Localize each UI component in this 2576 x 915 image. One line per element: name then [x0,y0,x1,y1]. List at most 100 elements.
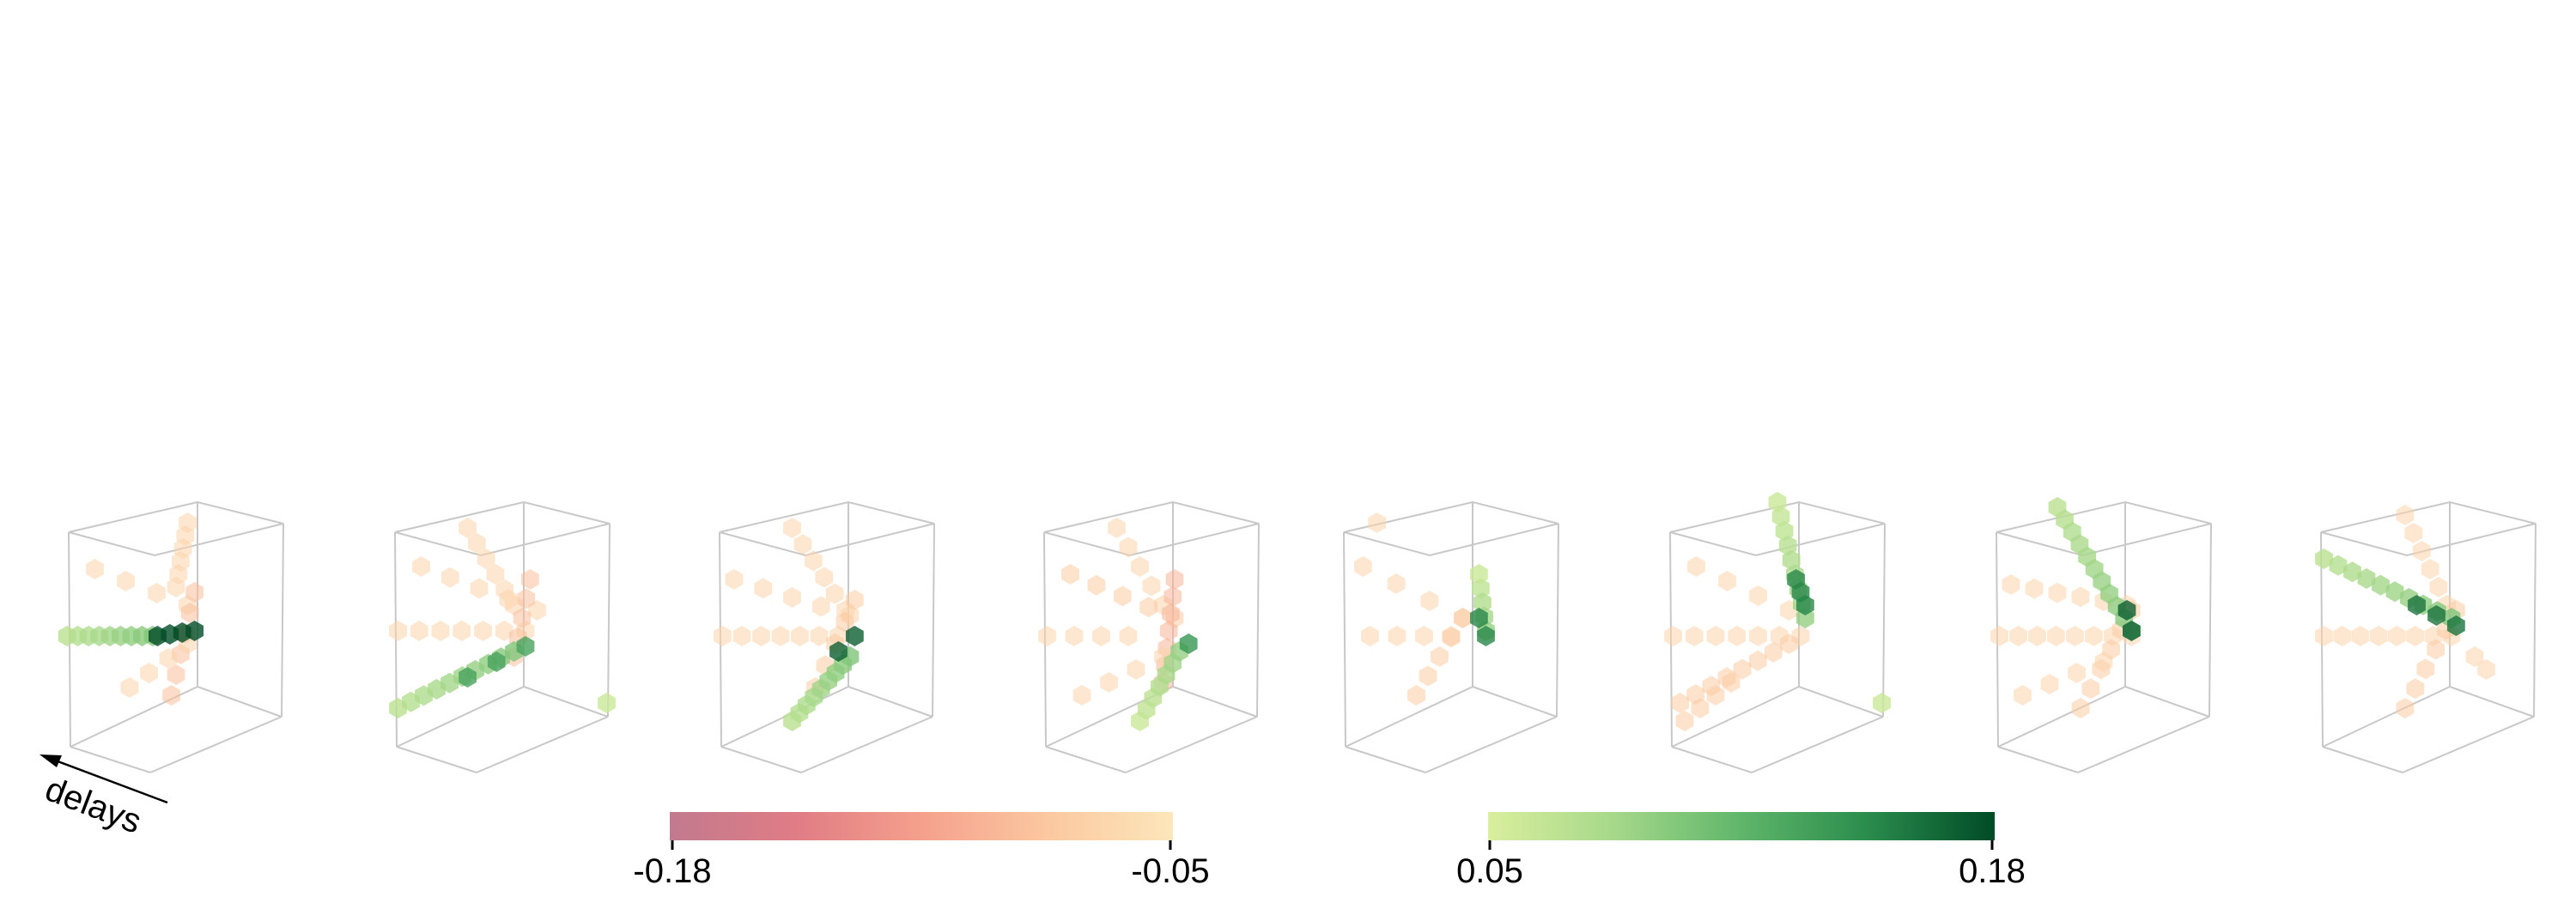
panel-3-voxel-16 [810,626,829,646]
panel-8-voxel-17 [2416,658,2435,680]
panel-2-voxel-33 [459,667,477,688]
panel-7-voxel-36 [2123,621,2141,641]
panel-4-voxel-22 [1100,672,1118,693]
panel-8-voxel-33 [2427,605,2445,626]
panel-5-voxel-4 [1361,626,1379,646]
panel-7-voxel-2 [2048,582,2067,603]
panel-8-voxel-4 [2429,577,2448,597]
panel-3-voxel-19 [835,611,854,633]
panel-7-voxel-6 [1990,626,2008,646]
panel-3-voxel-6 [725,569,744,590]
panel-4-voxel-15 [1163,586,1182,607]
panel-4-voxel-17 [1159,621,1178,641]
panel-6-voxel-34 [1796,595,1814,615]
panel-4-voxel-32 [1179,633,1198,654]
panel-4-voxel-3 [1142,575,1161,597]
panel-3-voxel-1 [793,534,812,555]
panel-3-voxel-11 [714,626,732,646]
panel-2-voxel-35 [516,636,535,657]
panel-8-voxel-21 [2477,659,2495,680]
panel-4-voxel-13 [1119,626,1138,646]
panel-2-voxel-8 [470,578,489,599]
delays-label: delays [40,770,147,841]
panel-2-voxel-2 [477,548,495,569]
panel-8-voxel-22 [2315,548,2333,569]
panel-6-voxel-2 [1749,585,1767,606]
panel-1-voxel-6 [86,559,104,579]
panel-4-voxel-12 [1092,626,1110,646]
panel-8-voxel-26 [2372,574,2390,596]
panel-8-voxel-19 [2396,698,2415,718]
panel-5-voxel-16 [1473,592,1492,613]
positive-colorbar-max-label: 0.18 [1959,852,2026,890]
panel-6-voxel-17 [1765,641,1783,663]
panel-5-box [1343,500,1559,773]
panel-2-voxel-9 [499,589,518,610]
negative-colorbar-min-label: -0.18 [633,852,711,890]
panel-8-voxel-8 [2351,626,2370,646]
panel-5-voxel-14 [1470,564,1488,585]
panel-1-voxel-5 [167,577,185,597]
panel-6-voxel-18 [1780,633,1798,654]
panel-6-voxel-21 [1706,685,1725,706]
panel-3-voxel-15 [791,626,809,646]
panel-5 [1343,500,1559,773]
panel-3-voxel-32 [829,641,848,662]
panel-8-voxel-0 [2396,505,2415,525]
panel-2-voxel-34 [487,651,506,672]
panel-1-voxel-8 [148,583,166,603]
panel-3-voxel-2 [804,550,823,572]
panel-7-voxel-23 [2094,651,2113,672]
panel-8-voxel-23 [2329,554,2348,576]
panel-2-voxel-20 [513,608,532,628]
panel-4-voxel-1 [1119,536,1138,558]
panel-2-voxel-0 [459,518,477,538]
panel-6-voxel-7 [1728,626,1747,646]
panel-6-voxel-11 [1671,693,1689,713]
panel-7-voxel-7 [2009,626,2027,646]
panel-2-voxel-19 [517,588,536,609]
negative-colorbar [670,812,1173,840]
panel-7-voxel-35 [2117,600,2136,621]
panel-7-voxel-20 [2014,685,2032,706]
panel-5-voxel-9 [1442,627,1461,648]
delays-axis-arrow [39,754,168,804]
panels-group [58,492,2537,773]
panel-2-voxel-14 [453,621,471,641]
panel-6-voxel-6 [1706,626,1725,646]
panel-8-voxel-2 [2413,541,2431,561]
panel-1-voxel-16 [120,677,139,698]
panel-4-voxel-5 [1061,564,1079,585]
panel-6-voxel-35 [1873,693,1891,713]
panel-7-voxel-19 [2071,698,2090,718]
panel-7-voxel-10 [2066,626,2084,646]
panel-6-voxel-4 [1664,626,1682,646]
panel-7-voxel-18 [2081,678,2100,700]
panel-4-voxel-10 [1038,626,1056,646]
panel-8-voxel-34 [2447,615,2465,636]
panel-3-voxel-14 [771,626,790,646]
panel-1-voxel-7 [117,571,135,591]
panel-8-voxel-9 [2369,626,2388,646]
panel-5-voxel-8 [1454,608,1472,628]
panel-2-voxel-36 [598,693,616,713]
panel-1-voxel-32 [185,621,204,641]
panel-6-voxel-22 [1722,672,1741,693]
panel-8-voxel-6 [2315,626,2333,646]
panel-5-voxel-20 [1477,626,1495,646]
panel-7-voxel-22 [2068,663,2086,683]
panel-8-voxel-16 [2427,639,2445,660]
panel-7-voxel-0 [2002,574,2020,595]
panel-8-voxel-25 [2357,568,2376,589]
panel-8-voxel-1 [2404,523,2423,543]
panel-3-voxel-4 [825,583,844,604]
positive-colorbar-min-label: 0.05 [1456,852,1523,890]
panel-8-voxel-24 [2343,561,2361,583]
panel-2-voxel-13 [431,621,450,641]
panel-8-voxel-32 [2408,595,2426,615]
panel-4-voxel-11 [1065,626,1084,646]
panel-1-voxel-18 [159,648,178,669]
panel-7-voxel-1 [2025,578,2044,599]
panel-2-voxel-3 [486,564,505,585]
